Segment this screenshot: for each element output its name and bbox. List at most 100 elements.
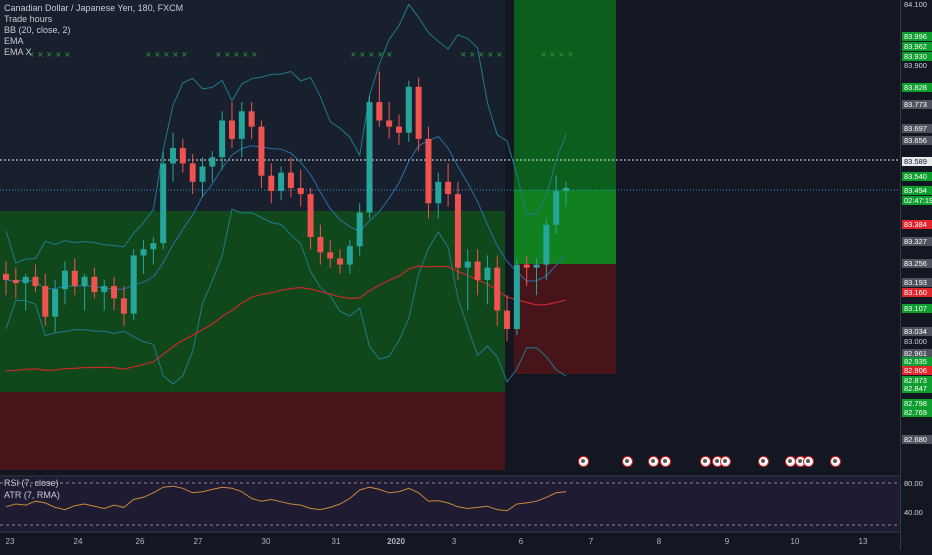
long-position-profit-zone (0, 211, 505, 392)
rsi-legend[interactable]: RSI (7, close) (4, 478, 59, 488)
price-axis[interactable]: 84.100 83.996 83.962 83.930 83.900 83.828 83.7… (900, 0, 932, 550)
price-axis-label: 82.935 (902, 357, 932, 367)
cross-mark: × (350, 50, 357, 59)
candle-body (553, 191, 560, 225)
time-axis-label: 10 (790, 537, 800, 546)
cross-mark: × (540, 50, 547, 59)
economic-event-icon[interactable] (803, 456, 814, 467)
candles (3, 71, 569, 342)
candle-body (238, 111, 245, 139)
price-axis-label: 82.873 (902, 376, 932, 386)
time-axis-label: 23 (5, 537, 15, 546)
candle-body (386, 120, 393, 127)
candle-body (209, 157, 216, 167)
indicator-axis-label: 40.00 (904, 508, 923, 517)
price-axis-label: 02:47:19 (902, 195, 932, 205)
candle-body (513, 264, 520, 329)
candle-body (81, 276, 88, 287)
cross-mark: × (215, 50, 222, 59)
time-axis-label: 26 (135, 537, 145, 546)
price-axis-label: 83.000 (904, 337, 927, 347)
candle-body (395, 126, 402, 133)
economic-event-icon[interactable] (578, 456, 589, 467)
price-axis-label: 83.494 (902, 185, 932, 195)
trade-entry-zone (514, 190, 616, 264)
time-axis-label: 31 (331, 537, 341, 546)
cross-mark: × (368, 50, 375, 59)
cross-mark: × (558, 50, 565, 59)
chart-canvas: × × × × × × × × × × × × × × × × × × × × × × × × × × × × × (0, 0, 900, 533)
price-axis-label: 83.160 (902, 288, 932, 298)
price-axis-label: 83.193 (902, 278, 932, 288)
symbol-title[interactable]: Canadian Dollar / Japanese Yen, 180, FXC… (4, 3, 184, 13)
atr-legend[interactable]: ATR (7, RMA) (4, 490, 60, 500)
time-axis-label: 7 (588, 537, 594, 546)
candle-body (101, 286, 108, 293)
candle-body (91, 276, 98, 293)
candle-body (346, 246, 353, 265)
economic-event-icon[interactable] (700, 456, 711, 467)
candle-body (248, 111, 255, 127)
cross-mark: × (145, 50, 152, 59)
cross-mark: × (251, 50, 258, 59)
candle-body (366, 102, 373, 213)
candle-body (425, 138, 432, 204)
economic-event-icon[interactable] (830, 456, 841, 467)
candle-body (356, 212, 363, 247)
indicator-ema[interactable]: EMA (4, 36, 24, 46)
cross-mark: × (37, 50, 44, 59)
indicator-trade-hours[interactable]: Trade hours (4, 14, 53, 24)
candle-body (140, 249, 147, 256)
cross-mark: × (242, 50, 249, 59)
price-chart[interactable]: × × × × × × × × × × × × × × × × × × × × × × × × × × × × × Canadian D… (0, 0, 900, 550)
time-axis-label: 9 (724, 537, 730, 546)
candle-body (179, 148, 186, 164)
price-axis-label: 82.680 (902, 435, 932, 445)
economic-event-icon[interactable] (720, 456, 731, 467)
cross-mark: × (359, 50, 366, 59)
candle-body (523, 264, 530, 268)
cross-mark: × (496, 50, 503, 59)
cross-mark: × (154, 50, 161, 59)
cross-mark: × (181, 50, 188, 59)
time-axis-label: 13 (858, 537, 868, 546)
candle-body (533, 264, 540, 268)
time-axis-label: 30 (261, 537, 271, 546)
bb-lower (5, 208, 567, 385)
candle-body (258, 126, 265, 176)
cross-mark: × (233, 50, 240, 59)
cross-mark: × (377, 50, 384, 59)
time-axis-label: 6 (518, 537, 524, 546)
price-axis-label: 82.847 (902, 384, 932, 394)
candle-body (435, 181, 442, 204)
economic-event-icon[interactable] (660, 456, 671, 467)
cross-mark: × (163, 50, 170, 59)
price-axis-label: 83.656 (902, 136, 932, 146)
economic-event-icon[interactable] (758, 456, 769, 467)
candle-body (52, 289, 59, 317)
price-axis-label: 83.034 (902, 326, 932, 336)
candle-body (504, 310, 511, 329)
indicator-bollinger[interactable]: BB (20, close, 2) (4, 25, 71, 35)
cross-mark: × (224, 50, 231, 59)
economic-event-icon[interactable] (648, 456, 659, 467)
candle-body (170, 148, 177, 164)
cross-mark: × (549, 50, 556, 59)
candle-body (12, 279, 19, 283)
indicator-axis-label: 80.00 (904, 479, 923, 488)
indicator-ema-x[interactable]: EMA X (4, 47, 32, 57)
cross-mark: × (46, 50, 53, 59)
candle-body (111, 286, 118, 299)
candle-body (454, 194, 461, 268)
economic-event-icon[interactable] (622, 456, 633, 467)
candle-body (160, 163, 167, 244)
price-axis-label: 83.697 (902, 123, 932, 133)
ema-cross-marks: × × × × × × × × × × × × × × × × × × × × × × × × × × × × × (28, 50, 574, 59)
cross-mark: × (487, 50, 494, 59)
bb-upper (5, 3, 567, 264)
cross-mark: × (172, 50, 179, 59)
candle-body (199, 166, 206, 182)
long-position-stop-zone (0, 392, 505, 470)
candle-body (405, 86, 412, 133)
cross-mark: × (567, 50, 574, 59)
